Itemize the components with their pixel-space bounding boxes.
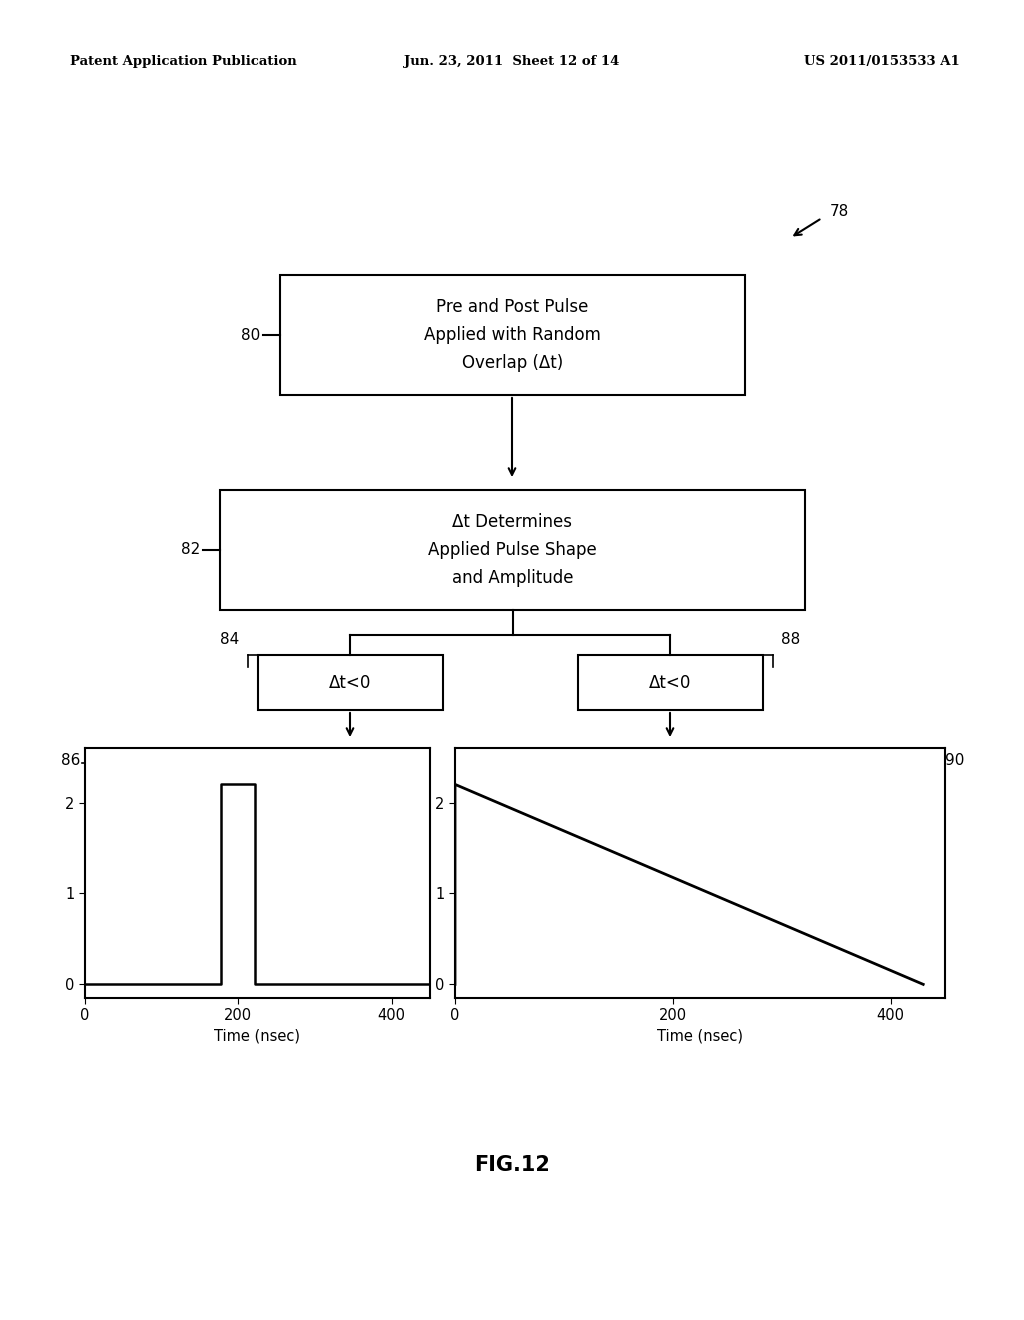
Text: FIG.12: FIG.12	[474, 1155, 550, 1175]
Bar	[578, 655, 763, 710]
Text: Δt Determines
Applied Pulse Shape
and Amplitude: Δt Determines Applied Pulse Shape and Am…	[428, 513, 597, 587]
Text: Pre and Post Pulse
Applied with Random
Overlap (Δt): Pre and Post Pulse Applied with Random O…	[424, 298, 601, 372]
Text: Patent Application Publication: Patent Application Publication	[70, 55, 297, 69]
Text: 78: 78	[830, 205, 849, 219]
X-axis label: Time (nsec): Time (nsec)	[214, 1030, 300, 1044]
Bar	[220, 490, 805, 610]
X-axis label: Time (nsec): Time (nsec)	[657, 1030, 743, 1044]
Text: US 2011/0153533 A1: US 2011/0153533 A1	[804, 55, 961, 69]
Bar	[280, 275, 745, 395]
Text: Jun. 23, 2011  Sheet 12 of 14: Jun. 23, 2011 Sheet 12 of 14	[404, 55, 620, 69]
Text: 88: 88	[780, 632, 800, 647]
Text: 80: 80	[241, 327, 260, 342]
Text: 84: 84	[220, 632, 240, 647]
Text: Δt<0: Δt<0	[649, 673, 691, 692]
Text: 90: 90	[945, 752, 965, 768]
Text: 82: 82	[181, 543, 200, 557]
Text: 86: 86	[60, 752, 80, 768]
Bar	[257, 655, 442, 710]
Text: Δt<0: Δt<0	[329, 673, 371, 692]
